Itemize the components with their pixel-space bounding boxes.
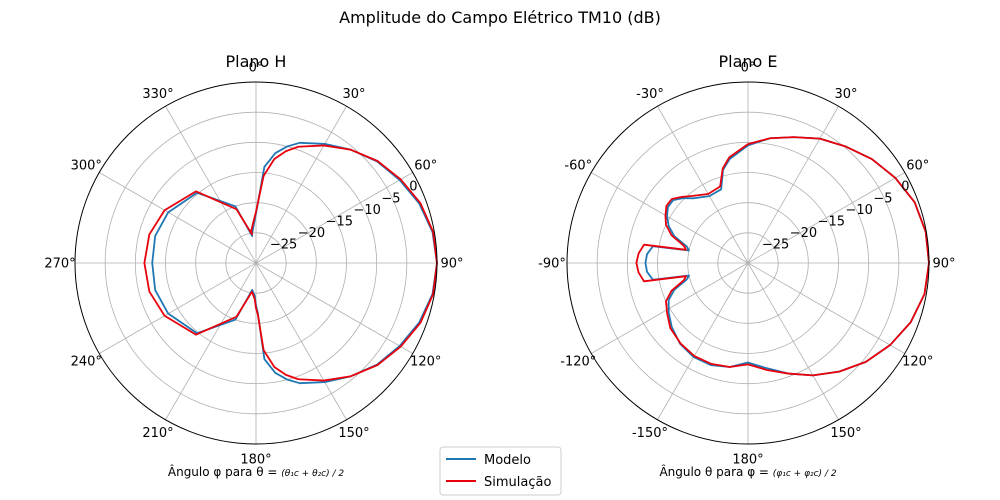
angular-gridline — [165, 262, 257, 420]
angular-gridline — [99, 172, 257, 264]
polar-plot-plano-h: Plano H0° 30° 60° 90° 120° 150° 180° 210° 240° 27… — [44, 52, 463, 479]
angle-tick-label: 60° — [414, 159, 437, 174]
figure-title: Amplitude do Campo Elétrico TM10 (dB) — [339, 8, 661, 27]
radial-tick-label: −5 — [381, 191, 400, 206]
angular-gridline — [255, 106, 347, 264]
radial-tick-label: −25 — [270, 237, 297, 252]
angle-tick-label: -150° — [632, 426, 668, 441]
angle-tick-label: 0° — [249, 61, 264, 76]
polar-frame — [74, 81, 438, 445]
angle-tick-label: -30° — [636, 87, 664, 102]
polar-frame — [566, 81, 930, 445]
radial-tick-label: −25 — [762, 237, 789, 252]
radial-tick-label: 0 — [409, 180, 417, 195]
angular-gridline — [165, 106, 257, 264]
axis-label: Ângulo θ para φ = (φ₁c + φ₂c) / 2 — [659, 464, 836, 479]
axis-label-prefix: Ângulo φ para θ = — [168, 464, 281, 479]
radial-tick-label: 0 — [901, 180, 909, 195]
angle-tick-label: -60° — [564, 159, 592, 174]
angular-gridline — [255, 262, 413, 354]
angle-tick-label: 30° — [834, 87, 857, 102]
angular-gridline — [99, 262, 257, 354]
angle-tick-label: 90° — [932, 257, 955, 272]
angle-tick-label: 30° — [342, 87, 365, 102]
radial-tick-label: −20 — [298, 226, 325, 241]
angle-tick-label: 60° — [906, 159, 929, 174]
plot-title: Plano H — [226, 52, 287, 71]
angular-gridline — [657, 262, 749, 420]
legend-label-modelo: Modelo — [484, 453, 531, 468]
radial-tick-label: −5 — [873, 191, 892, 206]
angle-tick-label: 240° — [71, 355, 102, 370]
angle-tick-label: 90° — [440, 257, 463, 272]
angular-gridline — [591, 262, 749, 354]
angle-tick-label: 210° — [142, 426, 173, 441]
angular-gridline — [747, 172, 905, 264]
axis-label-prefix: Ângulo θ para φ = — [659, 464, 772, 479]
axis-label-formula: (φ₁c + φ₂c) / 2 — [773, 469, 837, 479]
legend: Modelo Simulação — [439, 446, 562, 496]
angular-gridline — [591, 172, 749, 264]
angle-tick-label: 120° — [410, 355, 441, 370]
angle-tick-label: 330° — [142, 87, 173, 102]
angle-tick-label: 150° — [830, 426, 861, 441]
angle-tick-label: -90° — [538, 257, 566, 272]
angle-tick-label: 120° — [902, 355, 933, 370]
axis-label-formula: (θ₁c + θ₂c) / 2 — [281, 469, 344, 479]
radial-tick-label: −15 — [326, 214, 353, 229]
angle-tick-label: 0° — [741, 61, 756, 76]
radial-tick-label: −20 — [790, 226, 817, 241]
series-modelo — [151, 141, 438, 385]
angle-tick-label: 180° — [240, 453, 271, 468]
series-simulacao — [143, 144, 438, 382]
angular-gridline — [747, 262, 839, 420]
angle-tick-label: 150° — [338, 426, 369, 441]
plot-title: Plano E — [718, 52, 777, 71]
angular-gridline — [747, 262, 905, 354]
radial-tick-label: −10 — [353, 203, 380, 218]
legend-label-simulacao: Simulação — [484, 475, 551, 490]
series-simulacao — [635, 136, 930, 377]
angular-gridline — [747, 106, 839, 264]
angular-gridline — [255, 172, 413, 264]
angle-tick-label: 270° — [44, 257, 75, 272]
angle-tick-label: 180° — [732, 453, 763, 468]
radial-tick-label: −15 — [818, 214, 845, 229]
radial-tick-label: −10 — [845, 203, 872, 218]
axis-label: Ângulo φ para θ = (θ₁c + θ₂c) / 2 — [168, 464, 345, 479]
angle-tick-label: 300° — [71, 159, 102, 174]
angle-tick-label: -120° — [560, 355, 596, 370]
polar-plot-plano-e: Plano E0° 30° 60° 90° 120° 150° 180° -150° -120°… — [538, 52, 955, 479]
angular-gridline — [657, 106, 749, 264]
angular-gridline — [255, 262, 347, 420]
